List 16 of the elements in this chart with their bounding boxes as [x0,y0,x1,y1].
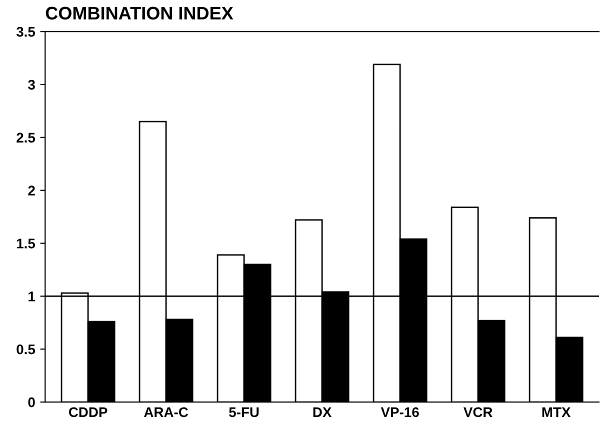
y-tick-label: 2.5 [16,132,36,143]
y-tick-label: 3.5 [16,26,36,37]
x-tick-label: VP-16 [380,407,419,418]
x-tick-label: VCR [464,407,492,418]
chart-title: COMBINATION INDEX [46,6,234,20]
y-tick-label: 1 [28,292,36,302]
y-tick-label: 0 [28,397,35,408]
x-tick-label: DX [313,407,332,417]
x-tick-label: ARA-C [144,407,188,418]
y-tick-label: 3 [28,80,35,90]
x-tick-label: 5-FU [229,407,259,418]
y-tick-label: 0.5 [16,344,36,354]
y-tick-label: 2 [28,186,35,196]
x-tick-label: MTX [542,407,571,417]
x-tick-label: CDDP [68,407,108,418]
y-tick-label: 1.5 [16,238,36,248]
